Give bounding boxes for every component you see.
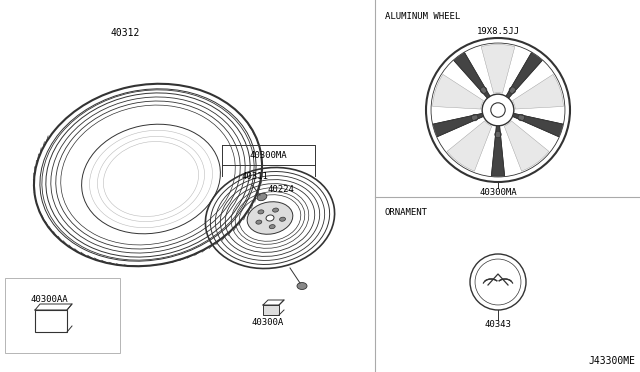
Ellipse shape (247, 202, 293, 234)
Polygon shape (454, 53, 490, 98)
Ellipse shape (269, 225, 275, 229)
Polygon shape (513, 74, 563, 109)
Text: ALUMINUM WHEEL: ALUMINUM WHEEL (385, 12, 460, 21)
Ellipse shape (256, 220, 262, 224)
Ellipse shape (273, 208, 278, 212)
Ellipse shape (258, 210, 264, 214)
Text: 40300AA: 40300AA (30, 295, 68, 304)
Polygon shape (504, 121, 549, 171)
Ellipse shape (297, 282, 307, 289)
Ellipse shape (266, 215, 274, 221)
Text: 19X8.5JJ: 19X8.5JJ (477, 27, 520, 36)
Ellipse shape (82, 124, 220, 234)
Text: 40300MA: 40300MA (250, 151, 287, 160)
Ellipse shape (280, 217, 285, 221)
Circle shape (472, 114, 478, 121)
Text: 40311: 40311 (242, 172, 269, 181)
Polygon shape (433, 113, 483, 137)
Text: 40300A: 40300A (252, 318, 284, 327)
Text: 40343: 40343 (484, 320, 511, 329)
Polygon shape (506, 53, 542, 98)
Text: 40224: 40224 (268, 185, 295, 194)
Circle shape (509, 87, 516, 93)
Text: J43300ME: J43300ME (588, 356, 635, 366)
Text: 40312: 40312 (110, 28, 140, 38)
Circle shape (518, 114, 525, 121)
Circle shape (481, 87, 487, 93)
Ellipse shape (257, 193, 267, 201)
Bar (263, 305, 279, 315)
Bar (35, 310, 67, 332)
Polygon shape (492, 126, 504, 176)
Polygon shape (433, 74, 483, 109)
Circle shape (495, 131, 501, 138)
Ellipse shape (493, 281, 503, 289)
Bar (5, 278, 120, 353)
Text: 40300MA: 40300MA (479, 188, 517, 197)
Text: ORNAMENT: ORNAMENT (385, 208, 428, 217)
Polygon shape (447, 121, 492, 171)
Circle shape (491, 103, 505, 117)
Polygon shape (481, 45, 515, 93)
Polygon shape (513, 113, 563, 137)
